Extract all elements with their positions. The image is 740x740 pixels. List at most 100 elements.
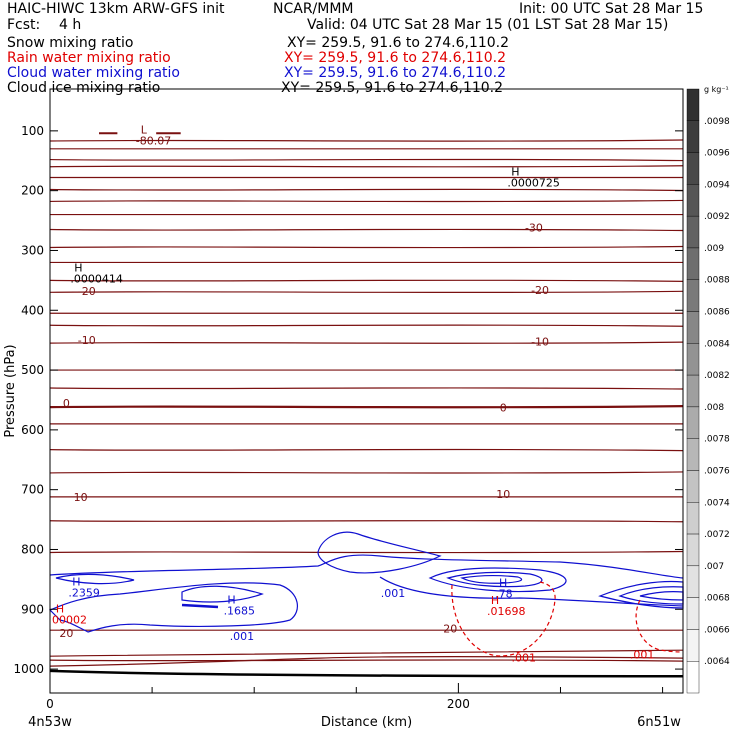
temperature-label: -30 <box>525 222 543 235</box>
y-tick-label: 400 <box>21 303 44 317</box>
colorbar-swatch <box>686 311 700 344</box>
x-axis-label: Distance (km) <box>321 715 412 730</box>
temperature-contour <box>49 448 684 452</box>
y-tick-label: 500 <box>21 363 44 377</box>
temperature-contour <box>49 405 684 409</box>
temperature-contours <box>49 132 684 678</box>
temperature-contour <box>49 387 684 390</box>
temperature-label: 0 <box>63 397 70 410</box>
y-axis-label: Pressure (hPa) <box>3 344 18 437</box>
colorbar-tick-label: .009 <box>704 244 724 254</box>
colorbar-swatch <box>686 565 700 598</box>
temperature-label: -10 <box>531 335 549 348</box>
field-rain-xy: XY= 259.5, 91.6 to 274.6,110.2 <box>284 50 507 66</box>
cloud-water-contour-band <box>55 573 135 585</box>
temperature-label: 20 <box>59 627 73 640</box>
temperature-contour <box>49 550 684 554</box>
colorbar-swatch <box>686 152 700 185</box>
colorbar-swatch <box>686 661 700 694</box>
temperature-contour <box>49 520 684 523</box>
cloud-water-contour-main <box>49 554 684 579</box>
cloud-water-label: .001 <box>230 630 255 643</box>
field-cloudwater-xy: XY= 259.5, 91.6 to 274.6,110.2 <box>284 65 507 81</box>
colorbar: .0098 .0096 .0094 .0092 .009 .0088 .0086 .0084.… <box>686 85 730 694</box>
cloud-water-contour-upper-loop <box>317 531 442 574</box>
colorbar-tick-label: .0088 <box>704 276 730 286</box>
x-endpoint-left: 4n53w <box>28 715 72 730</box>
cloud-water-core-right-2 <box>446 571 543 588</box>
temperature-contour <box>49 188 684 192</box>
colorbar-swatch <box>686 184 700 217</box>
colorbar-unit: g kg⁻¹ <box>704 85 729 94</box>
field-cloudice-xy: XY= 259.5, 91.6 to 274.6,110.2 <box>281 80 504 96</box>
colorbar-swatch <box>686 629 700 662</box>
colorbar-swatch <box>686 279 700 312</box>
colorbar-swatch <box>686 438 700 471</box>
extremum-value: .2359 <box>68 586 100 599</box>
rain-water-label: .001 <box>511 652 536 665</box>
extremum-letter: H <box>511 166 519 179</box>
forecast-label: Fcst: <box>7 17 41 33</box>
temperature-contour <box>49 228 684 232</box>
temperature-contour <box>49 341 684 344</box>
model-title: HAIC-HIWC 13km ARW-GFS init <box>7 1 225 17</box>
colorbar-tick-label: .0082 <box>704 371 730 381</box>
cloud-water-label: .001 <box>381 587 406 600</box>
colorbar-tick-label: .008 <box>704 403 724 413</box>
temperature-contour <box>49 158 684 162</box>
colorbar-swatch <box>686 215 700 249</box>
colorbar-tick-label: .0064 <box>704 657 730 667</box>
temperature-label: 0 <box>500 402 507 415</box>
init-time: Init: 00 UTC Sat 28 Mar 15 <box>519 1 704 17</box>
colorbar-tick-label: .0066 <box>704 625 730 635</box>
cloud-water-core-edge-2 <box>618 586 684 605</box>
y-tick-label: 600 <box>21 423 44 437</box>
colorbar-tick-label: .0084 <box>704 339 730 349</box>
y-tick-label: 700 <box>21 483 44 497</box>
temperature-label: -20 <box>531 284 549 297</box>
extremum-letter: H <box>74 261 82 274</box>
temperature-contour <box>49 165 684 168</box>
x-tick-label: 200 <box>447 697 470 711</box>
temperature-contour <box>49 656 684 667</box>
colorbar-swatch <box>686 470 700 503</box>
extremum-value: .1685 <box>224 604 256 617</box>
temperature-contour <box>49 659 684 662</box>
temperature-contour <box>49 649 684 657</box>
field-rain-name: Rain water mixing ratio <box>7 50 171 66</box>
temperature-label: -10 <box>78 334 96 347</box>
colorbar-swatch <box>686 406 700 439</box>
cloud-water-contour-lower <box>48 582 298 633</box>
extremum-value: .78 <box>495 588 513 601</box>
extremum-letter: H <box>56 602 64 615</box>
extrema-markers: L-80.07H.0000725H.0000414H.2359H.1685H.7… <box>52 123 560 626</box>
temperature-label: 10 <box>496 488 510 501</box>
y-tick-label: 100 <box>21 124 44 138</box>
temperature-label: 20 <box>443 622 457 635</box>
colorbar-swatch <box>686 502 700 535</box>
colorbar-swatch <box>686 597 700 630</box>
rain-water-label: .001 <box>630 649 655 662</box>
colorbar-swatch <box>686 374 700 408</box>
rain-water-contour-main <box>451 581 556 657</box>
cloud-water-core-right-3 <box>460 575 523 584</box>
extremum-value: .0000725 <box>507 177 560 190</box>
colorbar-tick-label: .0094 <box>704 180 730 190</box>
colorbar-tick-label: .0072 <box>704 530 730 540</box>
y-tick-label: 800 <box>21 542 44 556</box>
temperature-label: 10 <box>74 491 88 504</box>
colorbar-swatch <box>686 88 700 121</box>
colorbar-swatch <box>686 533 700 567</box>
extremum-letter: L <box>141 123 148 136</box>
colorbar-swatch <box>686 120 700 153</box>
extremum-value: .0000414 <box>70 272 123 285</box>
colorbar-tick-label: .0078 <box>704 435 730 445</box>
field-snow-xy: XY= 259.5, 91.6 to 274.6,110.2 <box>287 35 510 51</box>
surface-contour <box>49 669 684 678</box>
extremum-letter: H <box>72 575 80 588</box>
contour-labels: -30 -20 -20 -10 -10 0 0 10 10 20 20 .001 .001 .001 .00… <box>59 222 654 665</box>
plot-frame <box>49 88 684 694</box>
field-snow-name: Snow mixing ratio <box>7 35 134 51</box>
temperature-label: -20 <box>78 285 96 298</box>
